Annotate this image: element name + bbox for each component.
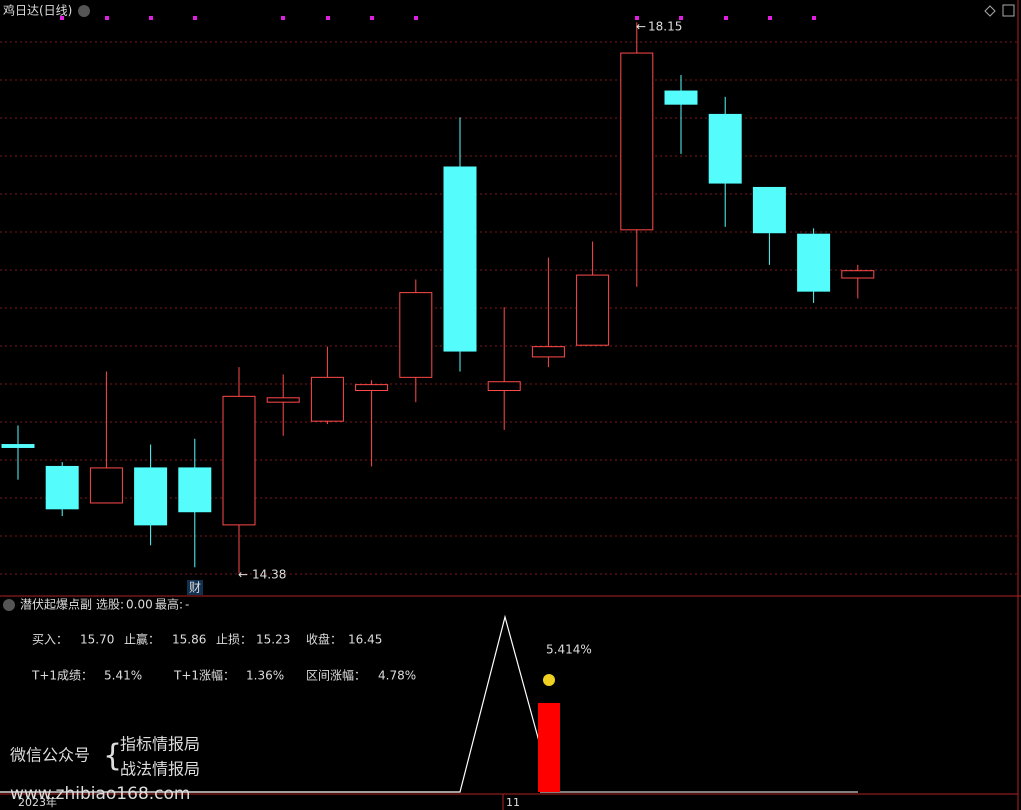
select-label: 选股: bbox=[96, 598, 124, 612]
stat-label: 止赢： bbox=[124, 632, 160, 647]
smiley bbox=[543, 674, 555, 686]
watermark-name: 战法情报局 bbox=[120, 760, 200, 779]
stat-label: T+1涨幅： bbox=[173, 668, 235, 683]
signal-bar bbox=[538, 703, 560, 792]
menu-icon[interactable] bbox=[78, 5, 90, 17]
high-value: - bbox=[185, 598, 189, 612]
stat-label: 止损： bbox=[216, 633, 252, 647]
stat-value: 15.86 bbox=[172, 633, 206, 647]
select-value: 0.00 bbox=[126, 598, 153, 612]
candle-body bbox=[310, 376, 344, 422]
min-arrow: ← bbox=[238, 568, 248, 582]
stat-label: T+1成绩： bbox=[31, 669, 93, 683]
indicator-menu[interactable] bbox=[3, 599, 15, 611]
candle-body bbox=[45, 465, 79, 510]
candle-body bbox=[134, 467, 168, 526]
window-icon[interactable] bbox=[1002, 4, 1015, 17]
watermark-brace: { bbox=[103, 739, 122, 774]
stat-value: 15.70 bbox=[80, 633, 114, 647]
candle-body bbox=[355, 384, 389, 391]
min-label: 14.38 bbox=[252, 568, 286, 582]
candle-body bbox=[222, 395, 256, 526]
stat-value: 16.45 bbox=[348, 633, 382, 647]
stat-value: 1.36% bbox=[246, 669, 284, 683]
candle-body bbox=[399, 292, 433, 378]
chart-title: 鸡日达(日线) bbox=[3, 3, 72, 18]
candles bbox=[1, 22, 875, 574]
max-arrow: ← bbox=[636, 20, 646, 34]
event-label[interactable]: 财 bbox=[189, 581, 201, 595]
stat-value: 4.78% bbox=[378, 669, 416, 683]
high-label: 最高: bbox=[155, 597, 183, 612]
candle-body bbox=[664, 90, 698, 105]
candle-body bbox=[620, 52, 654, 231]
stat-label: 区间涨幅： bbox=[306, 668, 366, 683]
peak-label: 5.414% bbox=[546, 643, 592, 657]
candle-body bbox=[531, 346, 565, 358]
watermark-name: 指标情报局 bbox=[120, 735, 200, 754]
candle-body bbox=[443, 166, 477, 352]
candle-body bbox=[797, 233, 831, 292]
candle-body bbox=[266, 397, 300, 403]
watermark-url: www.zhibiao168.com bbox=[10, 784, 190, 804]
candle-body bbox=[752, 186, 786, 234]
stat-label: 收盘： bbox=[306, 632, 342, 647]
candle-body bbox=[89, 467, 123, 504]
candle-body bbox=[1, 444, 35, 448]
diamond-icon[interactable] bbox=[984, 5, 996, 17]
candle-body bbox=[487, 381, 521, 391]
candle-body bbox=[576, 274, 610, 346]
x-label: 11 bbox=[506, 796, 520, 809]
watermark-account: 微信公众号 bbox=[10, 746, 90, 765]
stat-value: 5.41% bbox=[104, 669, 142, 683]
indicator-name: 潜伏起爆点副 bbox=[20, 598, 92, 612]
candle-body bbox=[178, 467, 212, 513]
indicator-line bbox=[0, 614, 541, 793]
event-box[interactable] bbox=[187, 580, 203, 595]
x-label: 2023年 bbox=[18, 795, 57, 809]
candle-body bbox=[841, 270, 875, 279]
max-label: 18.15 bbox=[648, 20, 682, 34]
stat-value: 15.23 bbox=[256, 633, 290, 647]
signal-dots bbox=[60, 16, 816, 20]
stat-label: 买入： bbox=[32, 633, 68, 647]
candle-body bbox=[708, 113, 742, 184]
stats: 买入： 15.70 止赢： 15.86 止损： 15.23 收盘： 16.45 T+1成绩： 5.… bbox=[31, 632, 416, 683]
